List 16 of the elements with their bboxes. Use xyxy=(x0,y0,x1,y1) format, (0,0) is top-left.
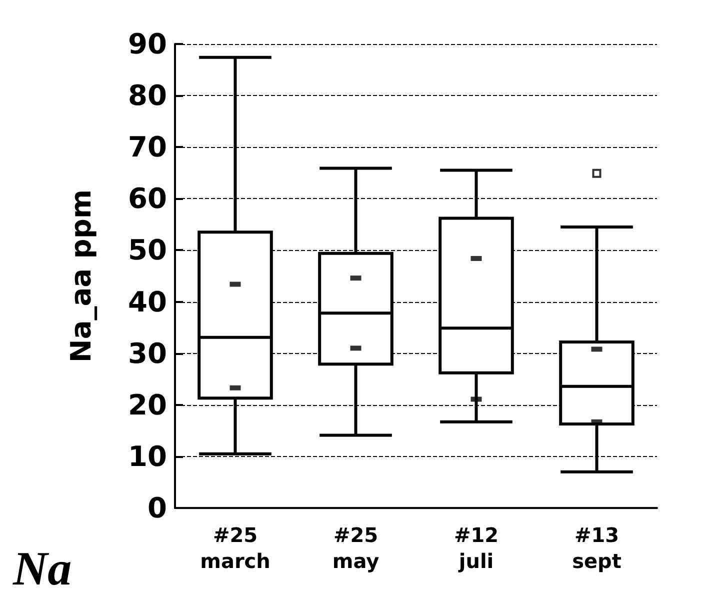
y-tick-label: 60 xyxy=(128,182,167,216)
y-tick-label: 10 xyxy=(128,440,167,473)
y-tick-label: 70 xyxy=(128,130,167,164)
text: Na xyxy=(12,542,72,596)
y-tick-label: 0 xyxy=(148,492,167,524)
y-tick-label: 80 xyxy=(128,79,167,112)
y-tick-label: 40 xyxy=(128,285,167,318)
x-tick-label: #25 march xyxy=(200,523,270,573)
y-tick-label: 50 xyxy=(128,234,167,267)
x-tick-label: #25 may xyxy=(332,523,380,573)
y-tick-label: 30 xyxy=(128,336,167,370)
y-tick-label: 20 xyxy=(128,388,167,422)
x-tick-label: #12 juli xyxy=(454,523,499,573)
y-tick-label: 90 xyxy=(128,28,167,60)
y-axis-title: Na_aa ppm xyxy=(64,189,98,363)
x-tick-label: #13 sept xyxy=(572,523,622,573)
